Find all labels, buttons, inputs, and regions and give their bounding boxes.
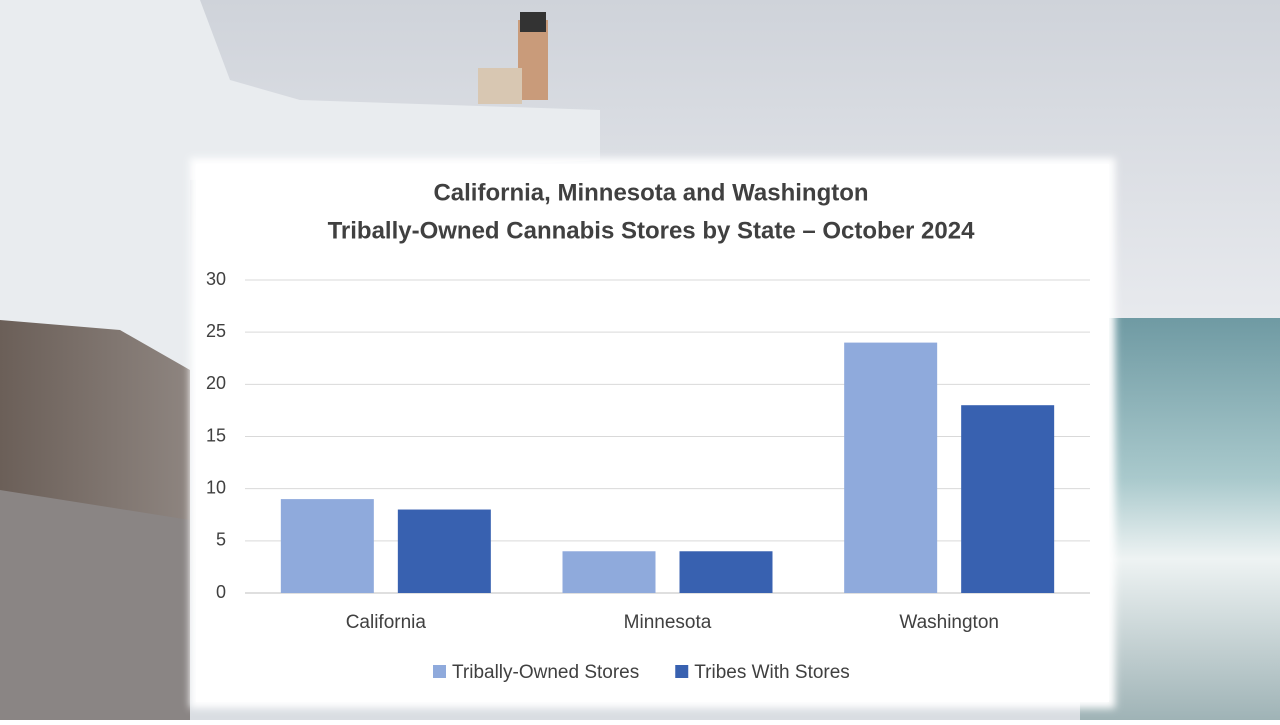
y-tick-label: 30 — [206, 269, 226, 289]
bar — [679, 551, 773, 593]
y-tick-label: 15 — [206, 425, 226, 445]
y-tick-label: 0 — [216, 582, 226, 602]
legend-label: Tribally-Owned Stores — [452, 662, 639, 683]
bar — [844, 342, 938, 593]
bar — [562, 551, 656, 593]
y-tick-label: 10 — [206, 477, 226, 497]
bar — [961, 405, 1055, 593]
y-tick-label: 5 — [216, 530, 226, 550]
legend-label: Tribes With Stores — [694, 662, 850, 683]
x-tick-label: Minnesota — [624, 612, 712, 633]
legend-swatch — [675, 665, 689, 678]
y-tick-label: 25 — [206, 321, 226, 341]
chart-title: California, Minnesota and Washington — [433, 179, 868, 206]
chart-title: Tribally-Owned Cannabis Stores by State … — [328, 217, 976, 244]
x-tick-label: California — [346, 612, 427, 633]
chart-panel-inner — [196, 164, 1109, 702]
legend-swatch — [433, 665, 446, 678]
bar — [280, 499, 374, 593]
y-tick-label: 20 — [206, 373, 226, 393]
x-tick-label: Washington — [899, 612, 999, 633]
bar — [397, 509, 491, 593]
